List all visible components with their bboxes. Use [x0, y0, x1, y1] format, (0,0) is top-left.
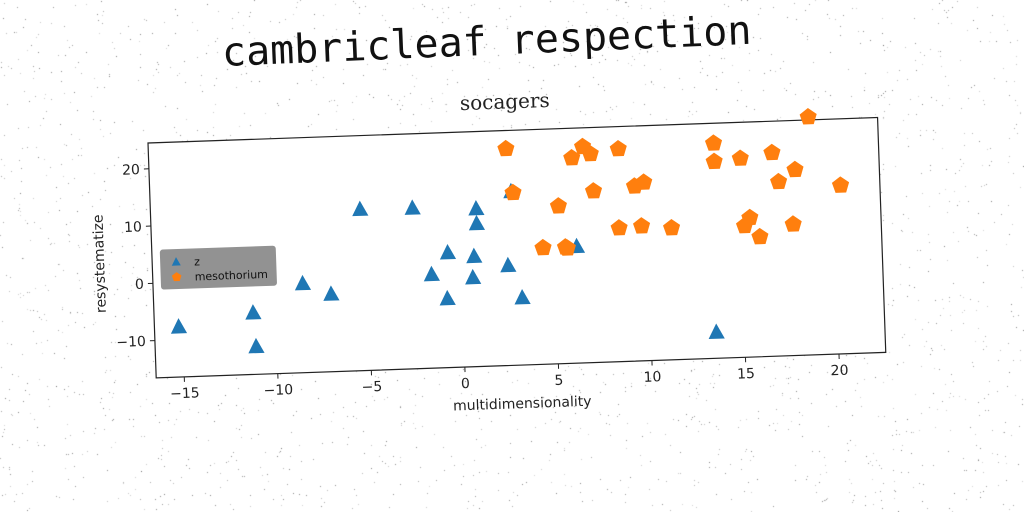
- point-mesothorium: [741, 208, 759, 226]
- point-mesothorium: [731, 149, 749, 166]
- legend-marker-z: [171, 257, 181, 266]
- y-axis-label: resystematize: [90, 214, 109, 313]
- point-mesothorium: [751, 227, 769, 245]
- chart-title: socagers: [459, 88, 550, 115]
- point-mesothorium: [549, 197, 567, 214]
- point-z: [466, 247, 483, 264]
- point-mesothorium: [831, 176, 850, 193]
- point-z: [468, 214, 486, 231]
- plot-frame: [147, 116, 887, 379]
- x-tick-label: 10: [643, 369, 661, 386]
- point-mesothorium: [610, 219, 628, 236]
- point-mesothorium: [563, 149, 581, 166]
- x-axis-label: multidimensionality: [453, 394, 592, 415]
- point-mesothorium: [584, 182, 603, 199]
- point-mesothorium: [662, 218, 681, 236]
- point-mesothorium: [635, 173, 653, 190]
- x-tick-label: −10: [263, 382, 293, 399]
- y-tick-label: 0: [135, 277, 144, 293]
- legend-box: [159, 245, 277, 290]
- x-axis-ticks: −15 −10 −5 0 5 10 15 20: [170, 353, 849, 402]
- point-mesothorium: [558, 239, 576, 256]
- plot-group: socagers −15 −10 −5 0 5 10 15 20 −10 0 10 20 multi…: [90, 88, 887, 415]
- y-tick-label: 10: [124, 219, 142, 236]
- point-mesothorium: [534, 238, 552, 256]
- point-mesothorium: [799, 108, 817, 125]
- point-mesothorium: [704, 134, 723, 151]
- point-z: [323, 285, 340, 301]
- point-mesothorium: [786, 160, 804, 178]
- y-tick-label: 20: [122, 162, 140, 179]
- point-mesothorium: [763, 143, 781, 161]
- point-mesothorium: [504, 183, 522, 201]
- x-tick-label: 20: [830, 363, 848, 380]
- point-mesothorium: [770, 172, 788, 190]
- point-mesothorium: [784, 215, 802, 232]
- x-tick-label: −15: [170, 385, 200, 402]
- x-tick-label: −5: [361, 379, 382, 396]
- point-z: [439, 243, 457, 260]
- chart-marks: [170, 108, 850, 354]
- point-z: [352, 200, 369, 217]
- point-z: [439, 289, 456, 306]
- x-tick-label: 0: [461, 376, 470, 392]
- point-mesothorium: [609, 139, 627, 157]
- point-mesothorium: [581, 144, 599, 162]
- point-mesothorium: [497, 139, 515, 157]
- x-tick-label: 15: [737, 366, 755, 383]
- point-z: [500, 256, 517, 273]
- point-z: [170, 318, 188, 334]
- point-z: [294, 274, 312, 291]
- point-mesothorium: [705, 152, 723, 170]
- point-z: [245, 304, 262, 320]
- point-z: [465, 268, 482, 285]
- legend-label: z: [194, 255, 200, 268]
- legend-label: mesothorium: [194, 268, 268, 284]
- point-z: [248, 337, 265, 354]
- point-z: [514, 288, 531, 305]
- y-axis-ticks: −10 0 10 20: [116, 162, 155, 351]
- point-z: [708, 323, 725, 340]
- point-mesothorium: [633, 217, 651, 234]
- y-tick-label: −10: [116, 334, 146, 351]
- legend-marker-mesothorium: [171, 272, 182, 282]
- x-tick-label: 5: [554, 373, 563, 389]
- point-z: [468, 199, 485, 216]
- point-z: [423, 265, 440, 282]
- point-z: [404, 199, 421, 215]
